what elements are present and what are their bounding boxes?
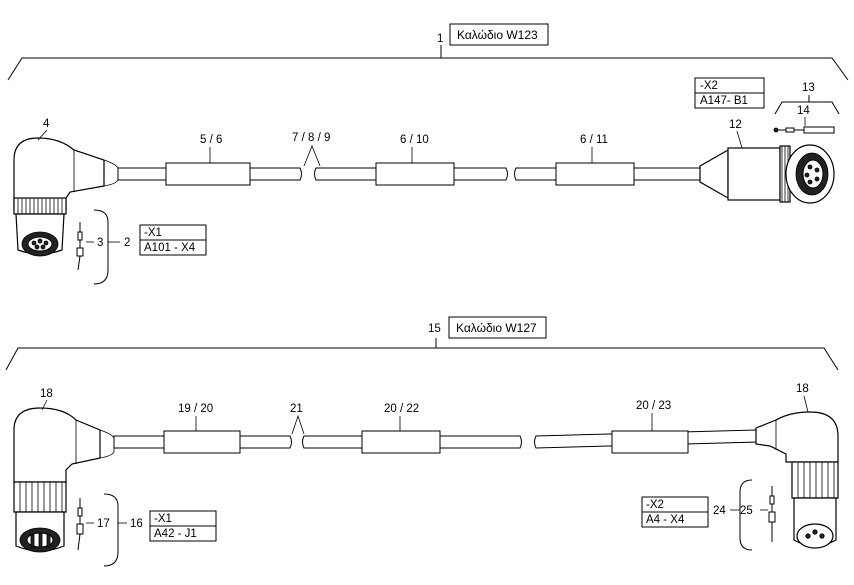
w123-overall-bracket <box>7 45 849 81</box>
w127-left-pins-bracket <box>103 493 119 567</box>
w127-ref-sleeve-b: 20 / 22 <box>384 403 419 415</box>
w127-title: Καλώδιο W127 <box>456 321 537 335</box>
w127-sleeve-b <box>361 430 441 454</box>
w127-left-label-top: -X1 <box>154 513 172 525</box>
w127-ref-16: 16 <box>130 518 143 530</box>
w123-right-straight-connector <box>699 144 835 204</box>
w123-title: Καλώδιο W123 <box>457 28 538 42</box>
w127-sleeve-c <box>611 430 689 454</box>
w123-right-label-bottom: A147- B1 <box>700 95 748 107</box>
w123-ref-3: 3 <box>97 237 103 249</box>
w123-ref-4: 4 <box>43 118 50 130</box>
w127-title-number: 15 <box>428 323 441 335</box>
w127-ref-24: 24 <box>713 505 726 517</box>
w127-ref-18-left: 18 <box>40 388 53 400</box>
w123-left-label-bottom: A101 - X4 <box>144 242 196 254</box>
w123-right-group-bracket <box>774 95 840 115</box>
w123-sleeve-c <box>555 162 635 186</box>
w127-right-pins-icon <box>768 486 776 542</box>
w127-right-label-top: -X2 <box>646 499 664 511</box>
w127-ref-sleeve-c: 20 / 23 <box>636 400 671 412</box>
w123-ref-sleeve-b: 6 / 10 <box>400 134 429 146</box>
cable-w127-assembly: 15 Καλώδιο W127 18 17 <box>5 316 839 567</box>
w127-ref-18-right: 18 <box>796 383 809 395</box>
w127-left-label-bottom: A42 - J1 <box>154 528 197 540</box>
w127-left-angled-connector <box>13 407 115 553</box>
w123-cable <box>117 162 701 186</box>
w127-left-pins-icon <box>76 498 84 551</box>
w127-ref-17: 17 <box>97 518 110 530</box>
w123-pins-bracket <box>93 209 109 285</box>
w127-right-pins-bracket <box>739 479 753 551</box>
w123-title-box <box>449 23 549 46</box>
w123-leader-4 <box>37 129 48 141</box>
w127-left-label-box: -X1 A42 - J1 <box>149 510 217 542</box>
w127-ref-25: 25 <box>740 505 753 517</box>
w123-ref-sleeve-a: 5 / 6 <box>200 134 222 146</box>
cable-w123-assembly: 1 Καλώδιο W123 4 <box>7 23 849 285</box>
w123-ref-14: 14 <box>797 105 810 117</box>
w123-ref-12: 12 <box>729 119 742 131</box>
w127-sleeve-a <box>163 430 241 454</box>
w123-ref-13: 13 <box>802 82 815 94</box>
w123-left-pins-icon <box>76 222 84 271</box>
w127-right-label-bottom: A4 - X4 <box>646 514 685 526</box>
w123-title-number: 1 <box>437 33 443 45</box>
w123-right-label-box: -X2 A147- B1 <box>694 77 765 109</box>
w123-ref-break: 7 / 8 / 9 <box>292 132 330 144</box>
w123-ref-2: 2 <box>124 237 130 249</box>
w127-right-angled-connector <box>755 411 839 549</box>
w127-cable <box>113 429 759 454</box>
w123-left-label-top: -X1 <box>144 227 162 239</box>
w123-sleeve-a <box>165 162 251 186</box>
w127-title-box <box>448 316 547 339</box>
w123-left-angled-connector <box>13 137 119 257</box>
w127-right-label-box: -X2 A4 - X4 <box>641 496 709 528</box>
w127-overall-bracket <box>5 338 839 371</box>
w123-ref-sleeve-c: 6 / 11 <box>580 134 608 146</box>
w127-ref-sleeve-a: 19 / 20 <box>178 403 213 415</box>
w123-sleeve-b <box>375 162 455 186</box>
w123-left-label-box: -X1 A101 - X4 <box>139 224 207 256</box>
w123-right-label-top: -X2 <box>700 80 718 92</box>
w123-right-pin-icon <box>773 126 835 134</box>
w127-ref-break: 21 <box>290 403 303 415</box>
